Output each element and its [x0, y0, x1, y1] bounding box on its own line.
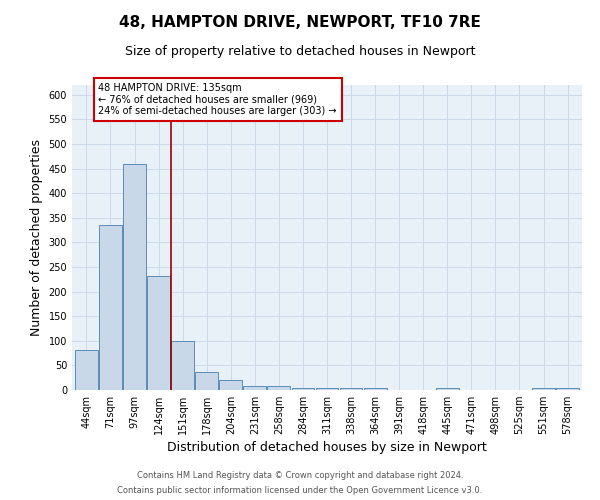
Text: Contains public sector information licensed under the Open Government Licence v3: Contains public sector information licen… — [118, 486, 482, 495]
Bar — [316, 388, 338, 390]
Text: 48 HAMPTON DRIVE: 135sqm
← 76% of detached houses are smaller (969)
24% of semi-: 48 HAMPTON DRIVE: 135sqm ← 76% of detach… — [98, 83, 337, 116]
Text: 48, HAMPTON DRIVE, NEWPORT, TF10 7RE: 48, HAMPTON DRIVE, NEWPORT, TF10 7RE — [119, 15, 481, 30]
Bar — [364, 388, 386, 390]
Bar — [195, 372, 218, 390]
Bar — [292, 388, 314, 390]
Text: Contains HM Land Registry data © Crown copyright and database right 2024.: Contains HM Land Registry data © Crown c… — [137, 471, 463, 480]
Bar — [147, 276, 170, 390]
Y-axis label: Number of detached properties: Number of detached properties — [30, 139, 43, 336]
Bar — [556, 388, 579, 390]
Bar — [244, 386, 266, 390]
Bar — [220, 380, 242, 390]
Bar — [123, 164, 146, 390]
Bar — [75, 350, 98, 390]
Bar — [340, 388, 362, 390]
Text: Size of property relative to detached houses in Newport: Size of property relative to detached ho… — [125, 45, 475, 58]
X-axis label: Distribution of detached houses by size in Newport: Distribution of detached houses by size … — [167, 442, 487, 454]
Bar — [532, 388, 555, 390]
Bar — [171, 341, 194, 390]
Bar — [99, 224, 122, 390]
Bar — [268, 386, 290, 390]
Bar — [436, 388, 459, 390]
